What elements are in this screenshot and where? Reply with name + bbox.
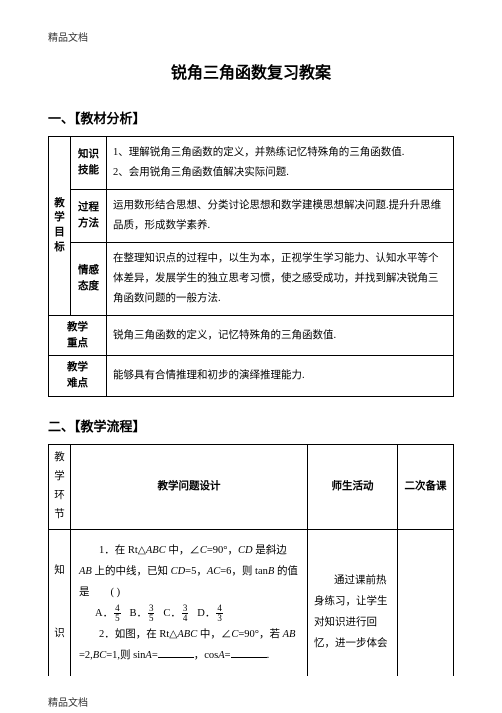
footer-label: 精品文档 [48, 695, 454, 713]
content-process: 运用数形结合思想、分类讨论思想和数学建模思想解决问题.提升升思维品质，形成数学素… [107, 190, 454, 243]
prep-empty [398, 529, 454, 676]
label-emotion: 情感态度 [71, 242, 107, 315]
page-title: 锐角三角函数复习教案 [48, 60, 454, 89]
vertical-label-goals: 教学目标 [49, 137, 71, 316]
label-process: 过程方法 [71, 190, 107, 243]
header-prep: 二次备课 [398, 445, 454, 530]
section1-heading: 一、【教材分析】 [48, 107, 454, 130]
flow-table: 教学环节 教学问题设计 师生活动 二次备课 知识 1．在 Rt△ABC 中，∠C… [48, 444, 454, 677]
label-zhongdian: 教学重点 [49, 315, 107, 356]
analysis-table: 教学目标 知识技能 1、理解锐角三角函数的定义，并熟练记忆特殊角的三角函数值. … [48, 136, 454, 397]
section2-heading: 二、【教学流程】 [48, 415, 454, 438]
header-activity: 师生活动 [308, 445, 398, 530]
header-label: 精品文档 [48, 30, 454, 48]
content-nandian: 能够具有合情推理和初步的演绎推理能力. [107, 356, 454, 397]
content-zhongdian: 锐角三角函数的定义，记忆特殊角的三角函数值. [107, 315, 454, 356]
problem-design: 1．在 Rt△ABC 中，∠C=90°，CD 是斜边 AB 上的中线，已知 CD… [71, 529, 308, 676]
label-nandian: 教学难点 [49, 356, 107, 397]
label-knowledge: 知识技能 [71, 137, 107, 190]
content-emotion: 在整理知识点的过程中，以生为本，正视学生学习能力、认知水平等个体差异，发展学生的… [107, 242, 454, 315]
header-design: 教学问题设计 [71, 445, 308, 530]
activity-text: 通过课前热身练习，让学生对知识进行回忆，进一步体会 [308, 529, 398, 676]
env-knowledge: 知识 [49, 529, 71, 676]
content-knowledge: 1、理解锐角三角函数的定义，并熟练记忆特殊角的三角函数值. 2、会用锐角三角函数… [107, 137, 454, 190]
header-env: 教学环节 [49, 445, 71, 530]
